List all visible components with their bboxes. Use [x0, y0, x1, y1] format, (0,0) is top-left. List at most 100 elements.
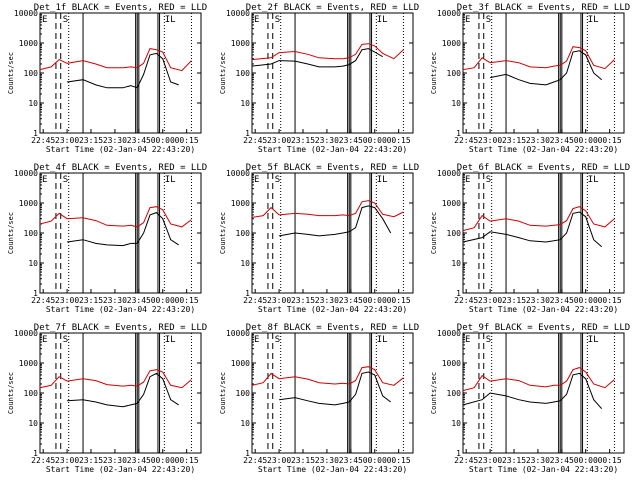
- x-tick-label: 23:15: [502, 456, 526, 465]
- y-tick-label: 1000: [19, 39, 38, 48]
- annotation-label: E: [254, 15, 259, 25]
- x-axis-label: Start Time (02-Jan-04 22:43:20): [46, 465, 195, 474]
- annotation-label: S: [275, 175, 280, 185]
- x-tick-label: 00:00: [151, 456, 175, 465]
- x-tick-label: 23:00: [478, 456, 502, 465]
- annotation-label: S: [63, 175, 68, 185]
- x-tick-label: 23:45: [550, 136, 574, 145]
- chart-panel: Det_8f BLACK = Events, RED = LLD E S IL 1 10 1…: [219, 323, 419, 474]
- chart-title: Det_4f BLACK = Events, RED = LLD: [34, 163, 207, 173]
- annotation-label: IL: [165, 15, 176, 25]
- annotation-label: S: [486, 15, 491, 25]
- annotation-label: IL: [588, 335, 599, 345]
- x-tick-label: 23:45: [127, 456, 151, 465]
- plot-frame: [462, 12, 625, 134]
- annotation-label: IL: [165, 335, 176, 345]
- x-axis-label: Start Time (02-Jan-04 22:43:20): [46, 305, 195, 314]
- x-tick-label: 22:45: [31, 136, 55, 145]
- annotation-label: S: [486, 335, 491, 345]
- x-axis-label: Start Time (02-Jan-04 22:43:20): [258, 145, 407, 154]
- series-line-events: [279, 205, 392, 237]
- x-tick-label: 23:45: [127, 136, 151, 145]
- x-tick-label: 22:45: [31, 456, 55, 465]
- y-tick-label: 100: [447, 229, 462, 238]
- y-axis-label: Counts/sec: [7, 372, 15, 414]
- y-tick-label: 10000: [14, 329, 38, 338]
- series-line-events: [462, 372, 603, 410]
- x-tick-label: 00:00: [574, 136, 598, 145]
- x-tick-label: 22:45: [243, 456, 267, 465]
- y-tick-label: 100: [236, 229, 251, 238]
- y-tick-label: 1000: [19, 199, 38, 208]
- plot-frame: [462, 172, 625, 294]
- x-tick-label: 00:00: [151, 136, 175, 145]
- x-tick-label: 23:30: [315, 136, 339, 145]
- series-line-events: [67, 52, 179, 89]
- annotation-label: IL: [377, 15, 388, 25]
- x-tick-label: 00:00: [574, 296, 598, 305]
- series-line-lld: [462, 206, 615, 232]
- y-tick-label: 10000: [14, 9, 38, 18]
- chart-title: Det_6f BLACK = Events, RED = LLD: [457, 163, 630, 173]
- y-tick-label: 1: [33, 129, 38, 138]
- annotation-label: E: [42, 175, 47, 185]
- series-line-lld: [39, 48, 192, 72]
- x-tick-label: 00:15: [387, 136, 411, 145]
- series-line-events: [251, 48, 383, 68]
- y-axis-label: Counts/sec: [219, 52, 227, 94]
- y-tick-label: 1000: [442, 39, 461, 48]
- chart-panel: Det_3f BLACK = Events, RED = LLD E S IL 1 10 1…: [430, 3, 630, 154]
- y-tick-label: 1: [245, 289, 250, 298]
- y-tick-label: 100: [447, 69, 462, 78]
- chart-panel: Det_1f BLACK = Events, RED = LLD E S IL 1 10 1…: [7, 3, 207, 154]
- plot-frame: [251, 172, 414, 294]
- x-tick-label: 00:15: [175, 456, 199, 465]
- series-line-events: [490, 50, 603, 86]
- y-tick-label: 10: [240, 259, 250, 268]
- y-tick-label: 10: [451, 99, 461, 108]
- x-tick-label: 23:00: [55, 296, 79, 305]
- series-line-events: [279, 371, 392, 406]
- y-tick-label: 1: [456, 289, 461, 298]
- x-tick-label: 23:00: [478, 136, 502, 145]
- annotation-label: E: [254, 335, 259, 345]
- x-tick-label: 23:15: [291, 456, 315, 465]
- x-tick-label: 23:45: [339, 296, 363, 305]
- series-line-lld: [39, 369, 192, 389]
- x-tick-label: 23:15: [291, 136, 315, 145]
- y-tick-label: 1: [456, 129, 461, 138]
- x-axis-label: Start Time (02-Jan-04 22:43:20): [469, 465, 618, 474]
- series-line-lld: [251, 43, 404, 61]
- x-tick-label: 00:15: [387, 296, 411, 305]
- x-tick-label: 23:30: [526, 296, 550, 305]
- y-axis-label: Counts/sec: [7, 212, 15, 254]
- annotation-label: S: [63, 15, 68, 25]
- x-tick-label: 23:00: [267, 296, 291, 305]
- x-tick-label: 22:45: [454, 296, 478, 305]
- series-line-lld: [462, 46, 615, 71]
- annotation-label: IL: [377, 175, 388, 185]
- y-axis-label: Counts/sec: [219, 372, 227, 414]
- annotation-label: S: [486, 175, 491, 185]
- x-tick-label: 23:00: [55, 456, 79, 465]
- y-axis-label: Counts/sec: [430, 212, 438, 254]
- y-tick-label: 1: [33, 289, 38, 298]
- x-tick-label: 23:15: [79, 456, 103, 465]
- annotation-label: E: [465, 335, 470, 345]
- x-tick-label: 23:15: [291, 296, 315, 305]
- x-tick-label: 23:30: [103, 456, 127, 465]
- chart-title: Det_9f BLACK = Events, RED = LLD: [457, 323, 630, 333]
- x-tick-label: 22:45: [31, 296, 55, 305]
- y-tick-label: 10: [240, 99, 250, 108]
- x-tick-label: 23:15: [502, 296, 526, 305]
- x-tick-label: 23:00: [267, 456, 291, 465]
- x-tick-label: 23:15: [79, 296, 103, 305]
- series-line-lld: [39, 206, 192, 228]
- x-tick-label: 23:45: [127, 296, 151, 305]
- y-axis-label: Counts/sec: [219, 212, 227, 254]
- x-tick-label: 00:00: [151, 296, 175, 305]
- chart-title: Det_3f BLACK = Events, RED = LLD: [457, 3, 630, 13]
- series-line-events: [462, 211, 603, 248]
